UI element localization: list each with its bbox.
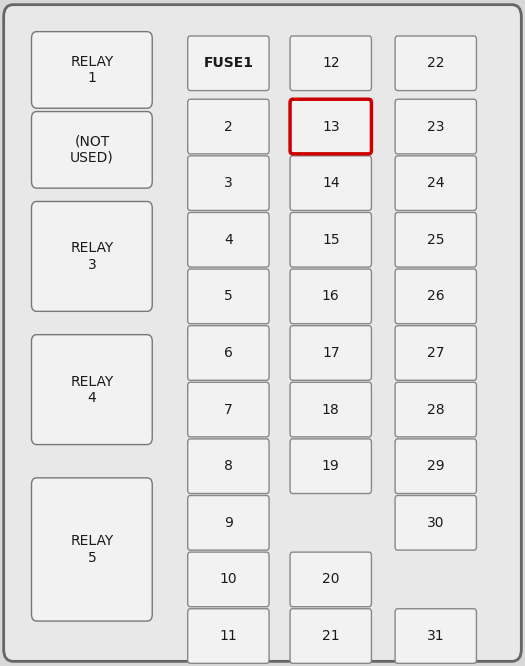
Text: 25: 25: [427, 232, 445, 247]
Text: 26: 26: [427, 289, 445, 304]
Text: 15: 15: [322, 232, 340, 247]
FancyBboxPatch shape: [188, 496, 269, 550]
Text: 4: 4: [224, 232, 233, 247]
FancyBboxPatch shape: [395, 496, 477, 550]
FancyBboxPatch shape: [290, 326, 372, 380]
FancyBboxPatch shape: [395, 212, 477, 267]
FancyBboxPatch shape: [188, 156, 269, 210]
Text: 11: 11: [219, 629, 237, 643]
FancyBboxPatch shape: [290, 382, 372, 437]
FancyBboxPatch shape: [290, 212, 372, 267]
Text: RELAY
1: RELAY 1: [70, 55, 113, 85]
FancyBboxPatch shape: [395, 156, 477, 210]
Text: 30: 30: [427, 515, 445, 530]
Text: 19: 19: [322, 459, 340, 474]
Text: 17: 17: [322, 346, 340, 360]
FancyBboxPatch shape: [395, 326, 477, 380]
Text: 21: 21: [322, 629, 340, 643]
FancyBboxPatch shape: [188, 439, 269, 494]
Text: 31: 31: [427, 629, 445, 643]
Text: 10: 10: [219, 572, 237, 587]
Text: 2: 2: [224, 119, 233, 134]
FancyBboxPatch shape: [4, 5, 521, 661]
Text: 29: 29: [427, 459, 445, 474]
Text: 27: 27: [427, 346, 445, 360]
FancyBboxPatch shape: [395, 382, 477, 437]
FancyBboxPatch shape: [395, 609, 477, 663]
Text: 7: 7: [224, 402, 233, 417]
FancyBboxPatch shape: [290, 609, 372, 663]
FancyBboxPatch shape: [32, 201, 152, 312]
Text: 8: 8: [224, 459, 233, 474]
Text: 14: 14: [322, 176, 340, 190]
Text: 20: 20: [322, 572, 340, 587]
Text: FUSE1: FUSE1: [203, 56, 254, 71]
Text: 12: 12: [322, 56, 340, 71]
FancyBboxPatch shape: [32, 111, 152, 188]
Text: 28: 28: [427, 402, 445, 417]
FancyBboxPatch shape: [188, 99, 269, 154]
Text: 3: 3: [224, 176, 233, 190]
FancyBboxPatch shape: [290, 439, 372, 494]
FancyBboxPatch shape: [395, 439, 477, 494]
FancyBboxPatch shape: [290, 156, 372, 210]
FancyBboxPatch shape: [188, 326, 269, 380]
Text: RELAY
3: RELAY 3: [70, 241, 113, 272]
Text: 18: 18: [322, 402, 340, 417]
FancyBboxPatch shape: [290, 269, 372, 324]
FancyBboxPatch shape: [188, 552, 269, 607]
Text: RELAY
4: RELAY 4: [70, 374, 113, 405]
Text: 16: 16: [322, 289, 340, 304]
FancyBboxPatch shape: [188, 36, 269, 91]
Text: 22: 22: [427, 56, 445, 71]
FancyBboxPatch shape: [32, 335, 152, 445]
FancyBboxPatch shape: [395, 36, 477, 91]
FancyBboxPatch shape: [290, 552, 372, 607]
Text: RELAY
5: RELAY 5: [70, 534, 113, 565]
Text: 13: 13: [322, 119, 340, 134]
FancyBboxPatch shape: [395, 99, 477, 154]
Text: (NOT
USED): (NOT USED): [70, 135, 114, 165]
Text: 6: 6: [224, 346, 233, 360]
FancyBboxPatch shape: [188, 269, 269, 324]
Text: 24: 24: [427, 176, 445, 190]
FancyBboxPatch shape: [290, 99, 372, 154]
FancyBboxPatch shape: [32, 31, 152, 109]
FancyBboxPatch shape: [188, 382, 269, 437]
FancyBboxPatch shape: [32, 478, 152, 621]
Text: 5: 5: [224, 289, 233, 304]
Text: 9: 9: [224, 515, 233, 530]
FancyBboxPatch shape: [290, 36, 372, 91]
FancyBboxPatch shape: [188, 609, 269, 663]
Text: 23: 23: [427, 119, 445, 134]
FancyBboxPatch shape: [395, 269, 477, 324]
FancyBboxPatch shape: [188, 212, 269, 267]
